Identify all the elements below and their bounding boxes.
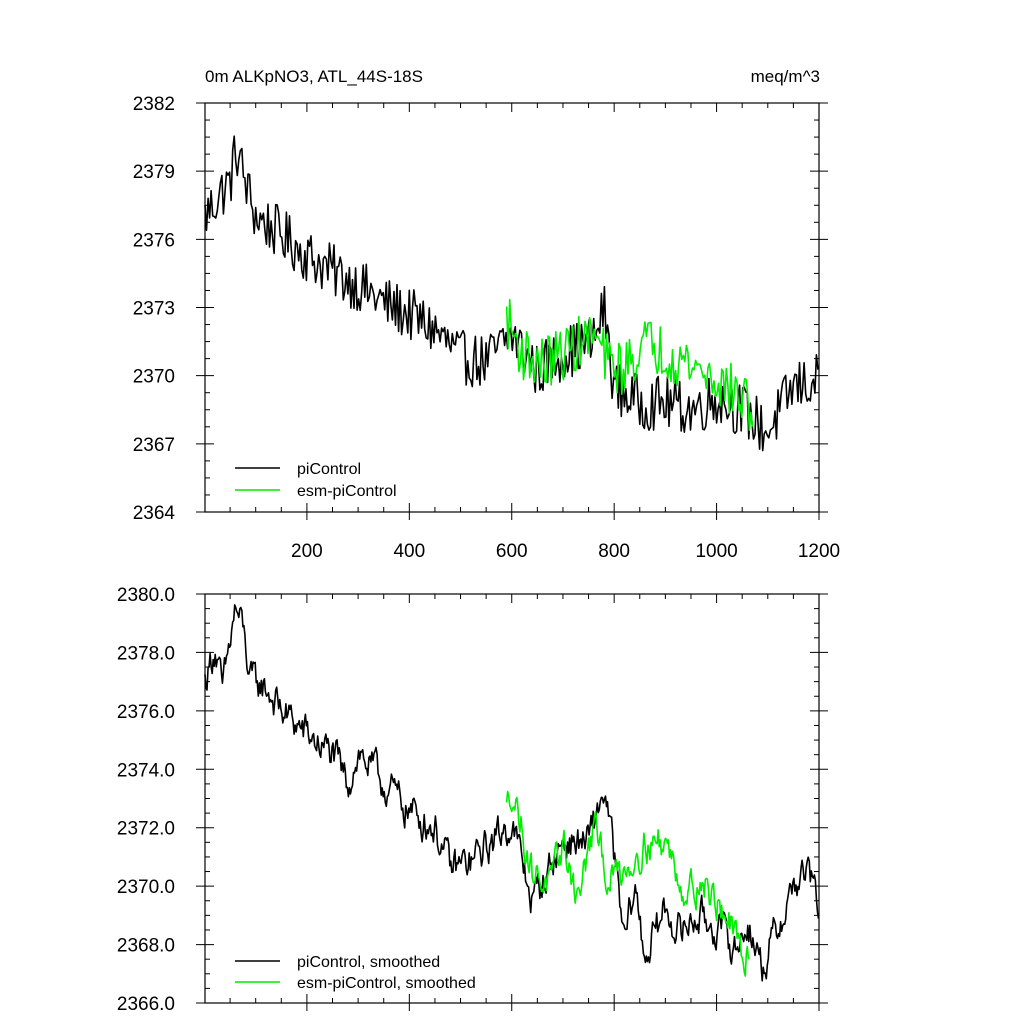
- top-series-picontrol: [204, 135, 819, 452]
- bottom-y-tick-label: 2368.0: [117, 936, 175, 957]
- top-legend-label-picontrol: piControl: [297, 461, 361, 478]
- bottom-y-tick-label: 2376.0: [117, 702, 175, 723]
- top-y-tick-label: 2376: [133, 230, 175, 251]
- bottom-legend-label-picontrol: piControl, smoothed: [297, 954, 440, 971]
- bottom-panel: 2366.0 2368.0 2370.0 2372.0 2374.0 2376.0 2378…: [117, 585, 828, 1015]
- bottom-y-tick-label: 2380.0: [117, 585, 175, 606]
- top-x-tick-label: 200: [291, 541, 323, 562]
- top-legend: piControl esm-piControl: [235, 461, 397, 500]
- top-x-tick-label: 400: [393, 541, 425, 562]
- top-y-tick-label: 2367: [133, 435, 175, 456]
- top-x-tick-label: 1200: [798, 541, 840, 562]
- bottom-legend: piControl, smoothed esm-piControl, smoot…: [235, 954, 476, 992]
- top-y-tick-label: 2370: [133, 367, 175, 388]
- top-y-tick-label: 2364: [133, 503, 176, 524]
- top-series-esm-picontrol: [505, 298, 754, 432]
- top-series-group: [204, 135, 819, 452]
- top-plot-frame: [204, 102, 820, 513]
- top-y-tick-label: 2373: [133, 299, 175, 320]
- bottom-series-esm-picontrol-smoothed: [505, 790, 751, 977]
- bottom-y-tick-label: 2374.0: [117, 760, 175, 781]
- bottom-plot-frame: [204, 593, 820, 1004]
- bottom-y-tick-label: 2366.0: [117, 994, 175, 1015]
- top-panel: 0m ALKpNO3, ATL_44S-18S meq/m^3 200 400 60…: [133, 67, 840, 562]
- bottom-axes: 2366.0 2368.0 2370.0 2372.0 2374.0 2376.0 2378…: [117, 585, 828, 1015]
- top-y-tick-label: 2379: [133, 162, 175, 183]
- bottom-series-group: [204, 604, 820, 982]
- bottom-y-tick-label: 2370.0: [117, 877, 175, 898]
- top-legend-label-esm-picontrol: esm-piControl: [297, 483, 397, 500]
- top-x-tick-label: 600: [496, 541, 528, 562]
- top-x-tick-label: 1000: [695, 541, 737, 562]
- top-chart-title: 0m ALKpNO3, ATL_44S-18S: [205, 67, 423, 86]
- bottom-y-tick-label: 2378.0: [117, 643, 175, 664]
- top-chart-units: meq/m^3: [751, 67, 820, 86]
- bottom-y-tick-label: 2372.0: [117, 819, 175, 840]
- top-x-tick-label: 800: [598, 541, 630, 562]
- top-y-tick-label: 2382: [133, 94, 175, 115]
- bottom-legend-label-esm-picontrol: esm-piControl, smoothed: [297, 975, 476, 992]
- bottom-series-picontrol-smoothed: [204, 604, 820, 982]
